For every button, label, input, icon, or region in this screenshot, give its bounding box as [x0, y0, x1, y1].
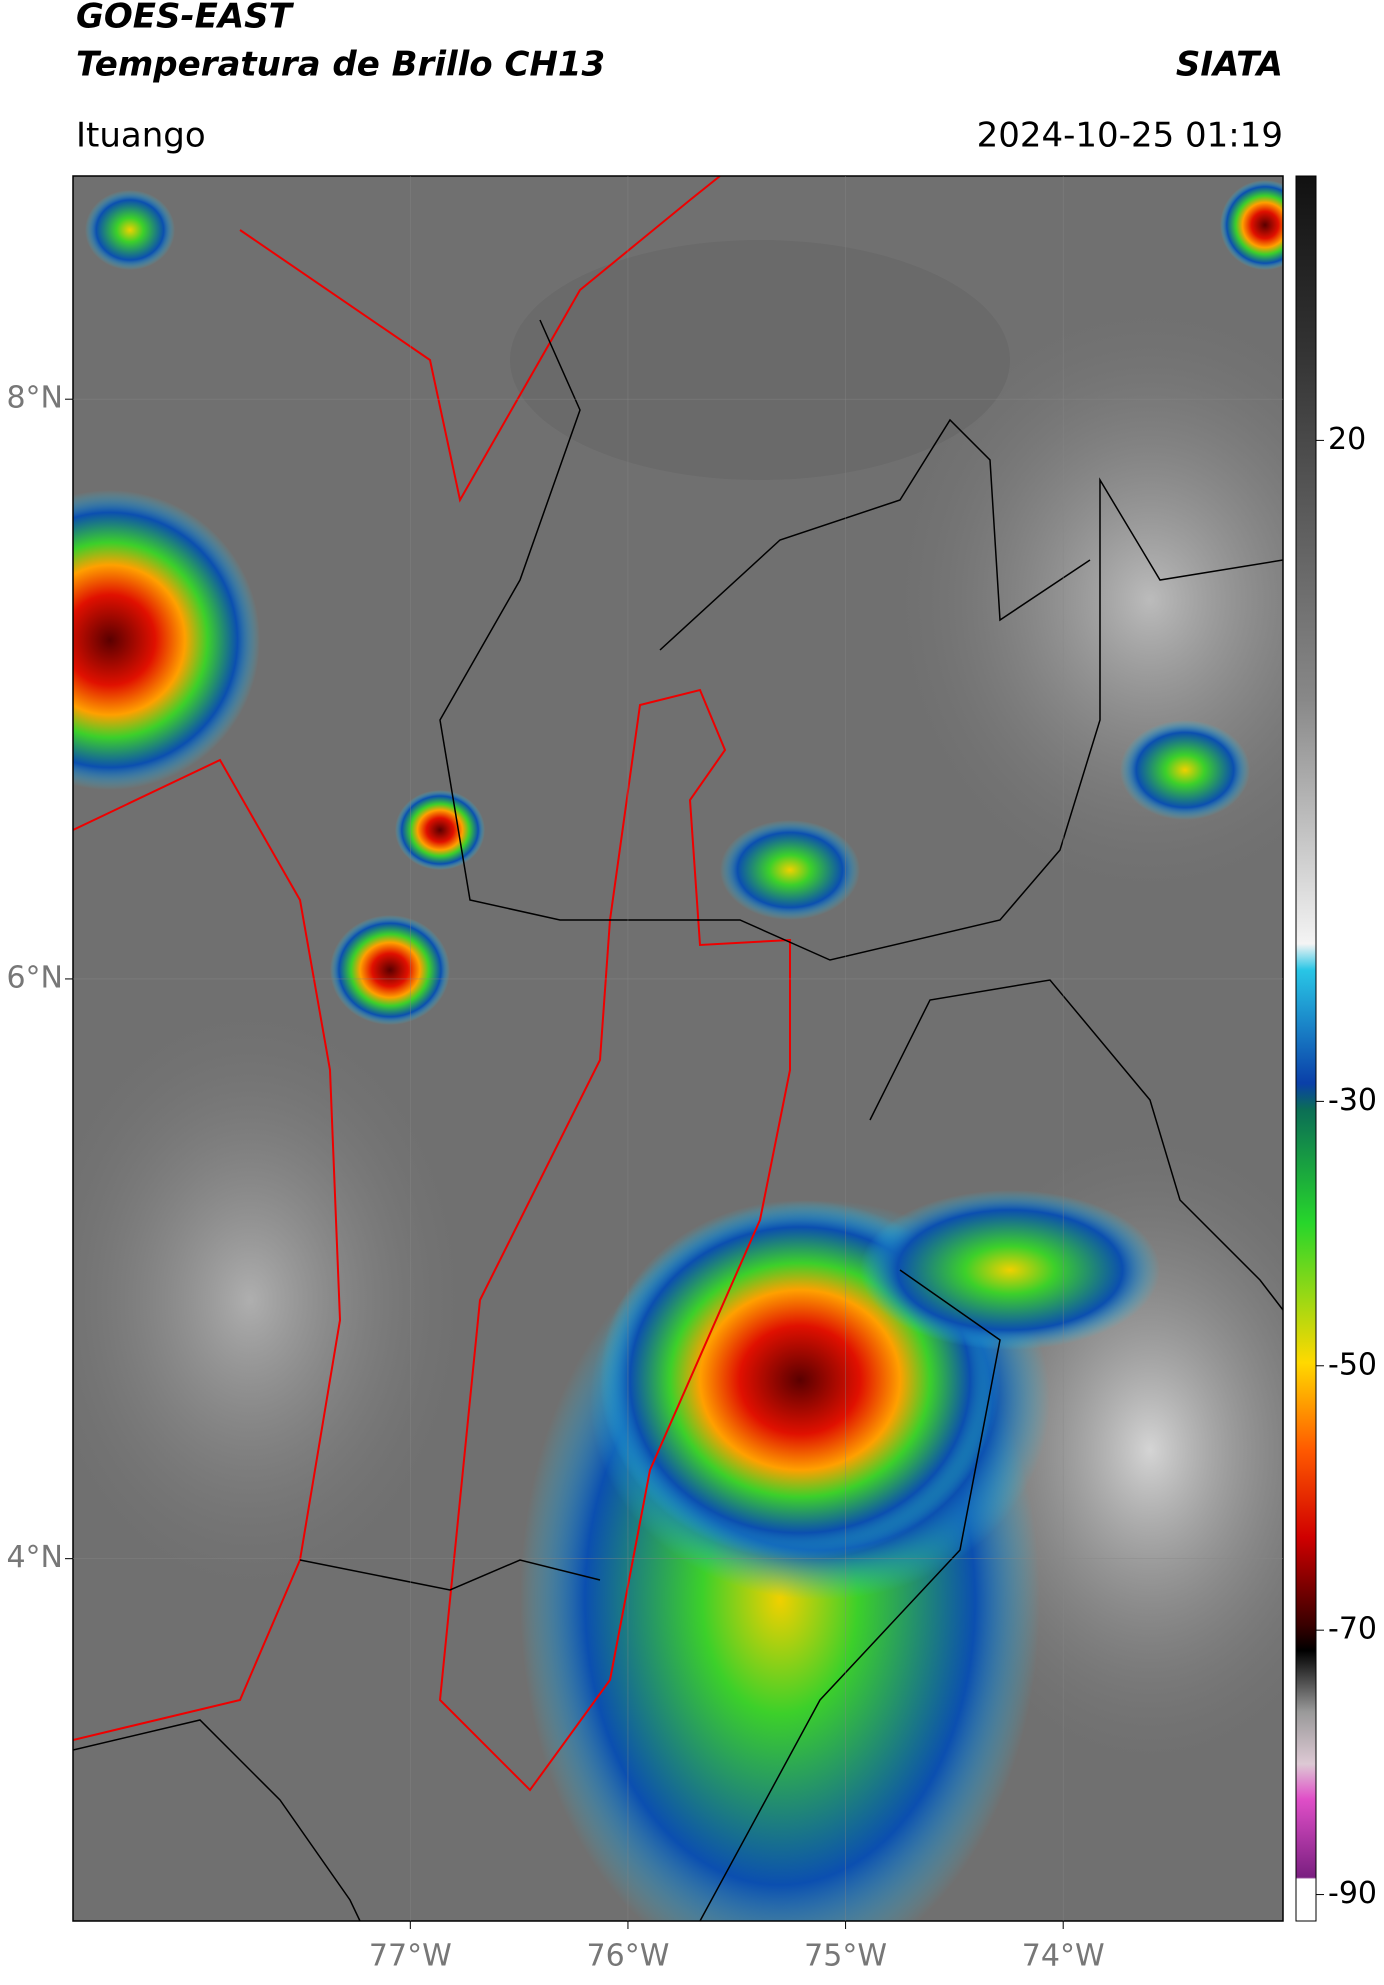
agency: SIATA: [1176, 45, 1283, 85]
colorbar-label: -90: [1328, 1876, 1377, 1911]
y-tick-label: 6°N: [6, 960, 63, 995]
colorbar-label: -70: [1328, 1612, 1377, 1647]
map-frame: [72, 175, 1284, 1922]
x-tick-label: 75°W: [804, 1939, 887, 1974]
title: GOES-EAST: [76, 0, 295, 37]
subtitle: Temperatura de Brillo CH13: [76, 45, 605, 85]
location: Ituango: [76, 116, 206, 156]
colorbar: [1295, 175, 1317, 1922]
colorbar-label: 20: [1328, 422, 1366, 457]
x-tick-label: 76°W: [587, 1939, 670, 1974]
y-tick-label: 4°N: [6, 1540, 63, 1575]
x-tick-label: 77°W: [369, 1939, 452, 1974]
y-tick-label: 8°N: [6, 381, 63, 416]
satellite-image: [73, 176, 1283, 1921]
colorbar-label: -30: [1328, 1083, 1377, 1118]
colorbar-label: -50: [1328, 1347, 1377, 1382]
datetime: 2024-10-25 01:19: [977, 116, 1283, 156]
x-tick-label: 74°W: [1022, 1939, 1105, 1974]
